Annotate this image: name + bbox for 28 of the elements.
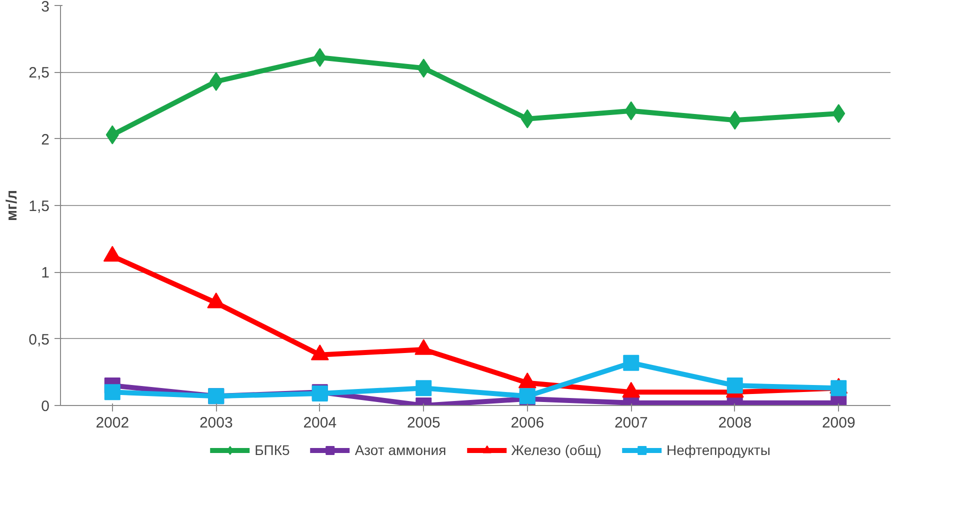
y-tick-label: 0,5: [28, 331, 50, 348]
point: [726, 378, 743, 394]
point: [832, 104, 846, 123]
point: [623, 354, 640, 371]
point: [313, 48, 326, 67]
y-axis-title: мг/л: [4, 190, 21, 222]
y-tick-label: 2,5: [28, 64, 50, 82]
legend-label: Нефтепродукты: [666, 442, 770, 458]
legend-label: Железо (общ): [511, 442, 602, 458]
x-tick-label: 2002: [96, 414, 130, 432]
y-tick-label: 1,5: [28, 198, 50, 215]
point: [416, 380, 432, 396]
legend-label: Азот аммония: [354, 442, 446, 458]
point: [830, 380, 847, 396]
point: [104, 384, 120, 400]
y-tick-label: 0: [41, 398, 50, 415]
x-tick-label: 2008: [718, 414, 752, 432]
x-tick-label: 2004: [303, 414, 337, 432]
point: [210, 72, 223, 91]
x-tick-label: 2009: [822, 414, 856, 432]
x-tick-label: 2007: [614, 414, 648, 432]
x-tick-label: 2006: [510, 414, 544, 432]
legend-label: БПК5: [254, 442, 290, 458]
x-tick-label: 2005: [406, 414, 440, 432]
y-tick-label: 2: [41, 131, 50, 148]
x-tick-label: 2003: [199, 414, 233, 432]
y-tick-label: 1: [41, 264, 50, 282]
y-tick-label: 3: [41, 0, 50, 16]
